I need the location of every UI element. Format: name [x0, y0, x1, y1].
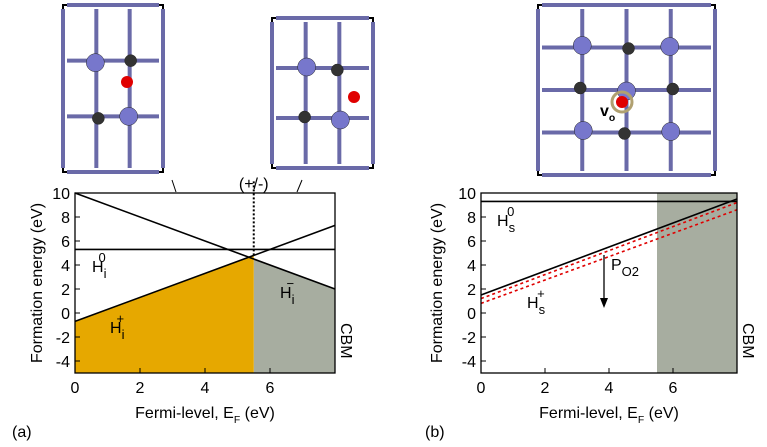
atom [666, 82, 679, 96]
annotation-base: H [280, 285, 292, 302]
x-axis-label-base: Fermi-level, E [539, 405, 638, 422]
y-tick-label: -4 [56, 354, 70, 371]
x-tick-label: 0 [71, 380, 80, 397]
atom [661, 122, 680, 141]
shaded-region [657, 193, 737, 373]
series-line [480, 198, 738, 296]
annotation-sub: i [292, 292, 295, 307]
series-line [74, 192, 336, 290]
atom [574, 81, 587, 95]
inset-label-sub: o [609, 113, 615, 124]
filled-region [75, 255, 254, 373]
x-tick-label: 6 [266, 380, 275, 397]
connector [171, 179, 177, 193]
annotation-sup: 0 [507, 204, 514, 219]
panel-label: (a) [12, 424, 32, 441]
x-axis-label-tail: (eV) [644, 405, 679, 422]
annotation: Hi0 [92, 250, 107, 281]
atom [573, 36, 592, 55]
x-tick-label: 2 [541, 380, 550, 397]
x-tick-label: 4 [605, 380, 614, 397]
annotation: PO2 [611, 257, 639, 279]
inset-frame [62, 4, 164, 173]
x-tick-label: 2 [136, 380, 145, 397]
y-tick-label: 2 [61, 282, 70, 299]
x-tick-label: 4 [201, 380, 210, 397]
inset-label: vo [600, 103, 615, 124]
y-tick-label: 4 [467, 258, 476, 275]
atom [298, 110, 311, 124]
y-tick-label: -2 [56, 330, 70, 347]
y-tick-label: 8 [61, 210, 70, 227]
transition-label: (+/-) [239, 176, 269, 193]
defect-atom [121, 76, 133, 88]
panel-label: (b) [425, 424, 445, 441]
atom [574, 121, 593, 140]
inset-label-base: v [600, 103, 609, 120]
annotation: Hi− [280, 276, 295, 307]
arrow-head [600, 298, 608, 308]
y-tick-label: -4 [462, 354, 476, 371]
connector [296, 179, 303, 193]
annotation-sup: 0 [98, 250, 105, 265]
filled-region [253, 259, 335, 373]
x-axis-label: Fermi-level, EF (eV) [135, 405, 275, 426]
annotation-sub: s [509, 220, 516, 235]
annotation-sub: O2 [622, 264, 639, 279]
x-axis-label-tail: (eV) [240, 405, 275, 422]
annotation-base: H [497, 213, 509, 230]
x-tick-label: 6 [669, 380, 678, 397]
annotation: Hi+ [110, 311, 125, 342]
x-axis-label-sub: F [638, 415, 644, 426]
atom [86, 53, 105, 72]
annotation: Hs0 [497, 204, 516, 235]
annotation-base: H [110, 320, 122, 337]
cbm-label: CBM [337, 323, 354, 359]
y-tick-label: 6 [61, 234, 70, 251]
y-tick-label: -2 [462, 330, 476, 347]
y-tick-label: 2 [467, 282, 476, 299]
y-tick-label: 10 [458, 186, 476, 203]
x-axis-label-base: Fermi-level, E [135, 405, 234, 422]
atom [331, 110, 350, 130]
y-tick-label: 6 [467, 234, 476, 251]
atom [297, 57, 316, 77]
y-axis-label: Formation energy (eV) [429, 203, 446, 363]
atom [622, 42, 635, 55]
atom [660, 37, 679, 56]
vacancy-ring [610, 90, 634, 114]
defect-atom [348, 91, 360, 103]
annotation: Hs+ [527, 286, 546, 317]
atom [119, 107, 138, 126]
x-tick-label: 0 [477, 380, 486, 397]
y-tick-label: 8 [467, 210, 476, 227]
annotation-sup: + [116, 311, 124, 326]
cbm-label: CBM [739, 323, 756, 359]
x-axis-label-sub: F [234, 415, 240, 426]
atom [92, 112, 105, 125]
annotation-sub: i [104, 266, 107, 281]
annotation-base: H [527, 295, 539, 312]
annotation-sub: i [122, 327, 125, 342]
y-tick-label: 0 [61, 306, 70, 323]
y-axis-label: Formation energy (eV) [29, 203, 46, 363]
annotation-base: H [92, 259, 104, 276]
annotation-sup: + [537, 286, 545, 301]
annotation-sup: − [286, 276, 294, 291]
y-tick-label: 4 [61, 258, 70, 275]
annotation-sub: s [539, 302, 546, 317]
atom [331, 63, 344, 77]
y-tick-label: 0 [467, 306, 476, 323]
atom [124, 54, 137, 67]
defect-atom [616, 96, 628, 108]
atom [618, 127, 631, 140]
x-axis-label: Fermi-level, EF (eV) [539, 405, 679, 426]
y-tick-label: 10 [52, 186, 70, 203]
annotation-base: P [611, 257, 622, 274]
